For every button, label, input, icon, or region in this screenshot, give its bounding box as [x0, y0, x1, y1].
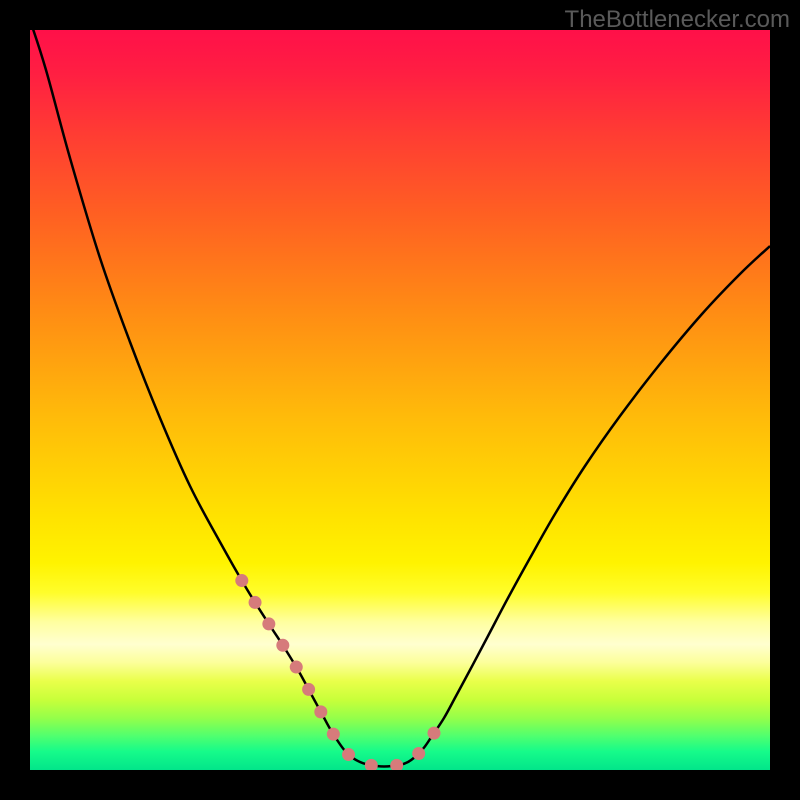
highlight-dots: [235, 574, 440, 770]
highlight-dot: [290, 661, 303, 674]
highlight-dot: [276, 639, 289, 652]
plot-area: [30, 30, 770, 770]
highlight-dot: [249, 596, 262, 609]
main-curve: [30, 30, 770, 767]
highlight-dot: [262, 617, 275, 630]
highlight-dot: [235, 574, 248, 587]
highlight-dot: [314, 705, 327, 718]
highlight-dot: [390, 759, 403, 770]
highlight-dot: [427, 727, 440, 740]
highlight-dot: [342, 748, 355, 761]
watermark-text: TheBottlenecker.com: [565, 6, 790, 34]
curve-layer: [30, 30, 770, 770]
highlight-dot: [327, 728, 340, 741]
highlight-dot: [302, 683, 315, 696]
highlight-dot: [365, 759, 378, 770]
chart-stage: TheBottlenecker.com: [0, 0, 800, 800]
highlight-dot: [412, 747, 425, 760]
